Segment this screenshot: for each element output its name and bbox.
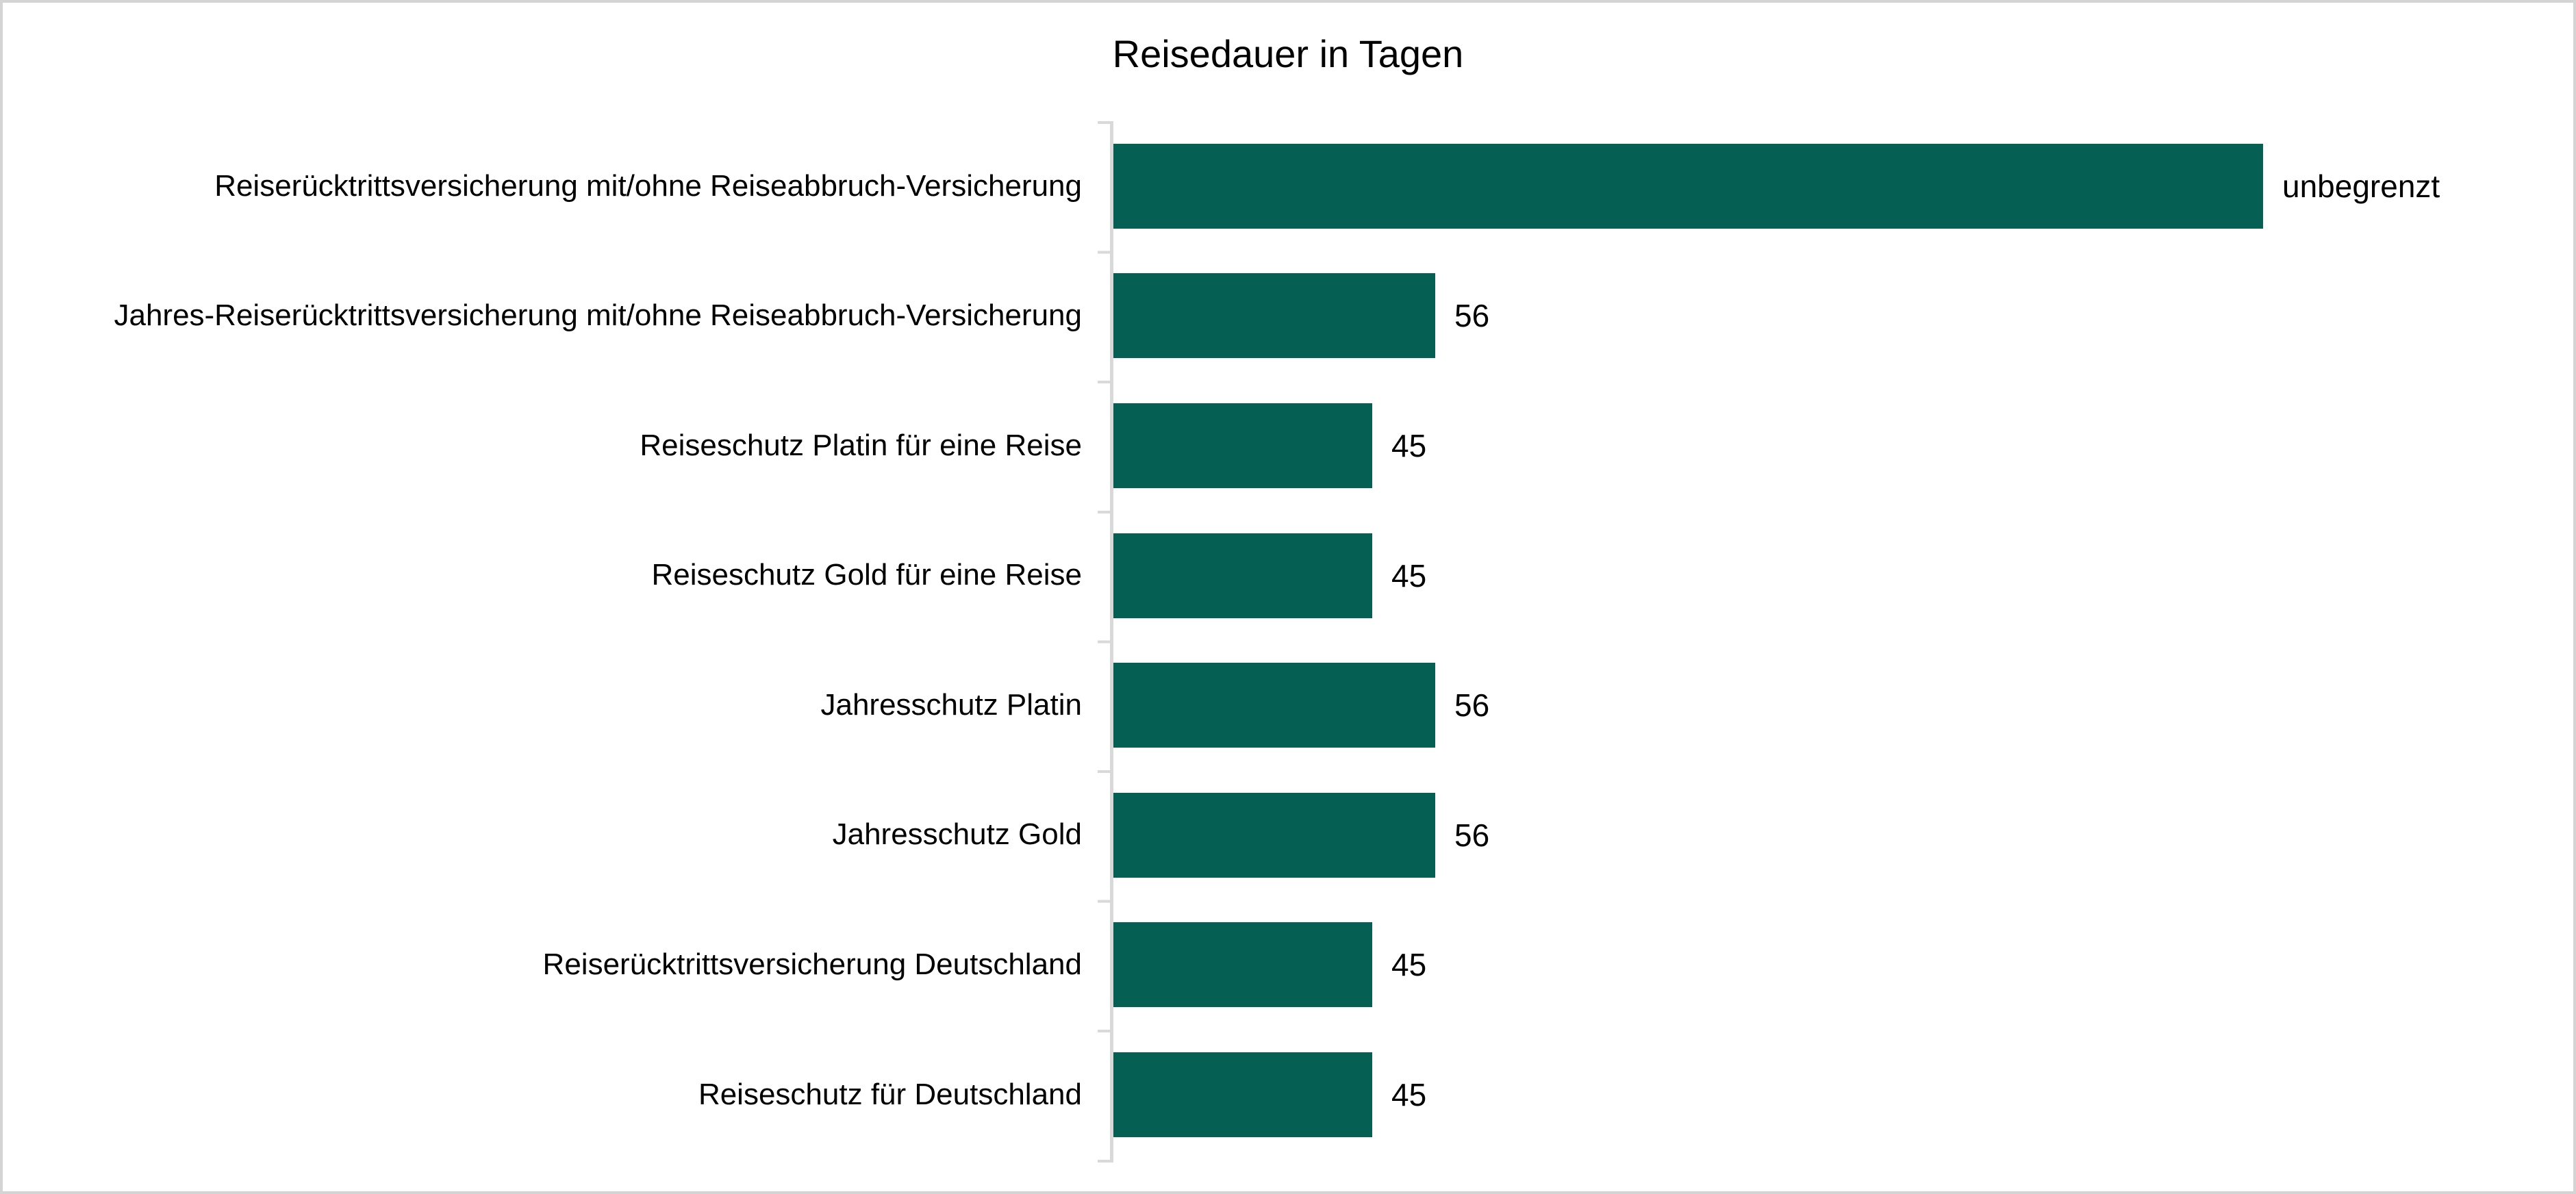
category-label: Jahresschutz Platin [820, 687, 1082, 722]
bar-row: Jahresschutz Gold 56 [3, 770, 2573, 900]
bar-row: Reiseschutz für Deutschland 45 [3, 1030, 2573, 1160]
bar-row: Reiserücktrittsversicherung mit/ohne Rei… [3, 121, 2573, 251]
value-label: 56 [1454, 298, 1490, 334]
bar [1113, 663, 1435, 748]
value-label: 45 [1391, 1076, 1427, 1113]
category-label: Reiserücktrittsversicherung mit/ohne Rei… [214, 168, 1082, 203]
value-label: 45 [1391, 557, 1427, 594]
bar-track: 56 [1113, 640, 2573, 770]
bar [1113, 792, 1435, 878]
bar-track: 45 [1113, 381, 2573, 511]
bar [1113, 922, 1372, 1008]
bar [1113, 533, 1372, 618]
bar-row: Reiseschutz Gold für eine Reise 45 [3, 511, 2573, 641]
bar [1113, 143, 2263, 229]
bar-row: Jahres-Reiserücktrittsversicherung mit/o… [3, 251, 2573, 381]
category-label: Reiseschutz Gold für eine Reise [651, 558, 1082, 592]
bar-row: Reiserücktrittsversicherung Deutschland … [3, 900, 2573, 1030]
bar-row: Jahresschutz Platin 56 [3, 640, 2573, 770]
chart-title: Reisedauer in Tagen [1112, 32, 1464, 75]
bar-track: 45 [1113, 511, 2573, 641]
y-axis-line [1110, 121, 1113, 1163]
value-label: 45 [1391, 947, 1427, 983]
category-label: Reiserücktrittsversicherung Deutschland [542, 948, 1082, 982]
plot-area: Reiserücktrittsversicherung mit/ohne Rei… [3, 121, 2573, 1163]
bar-track: unbegrenzt [1113, 121, 2573, 251]
bar-rows: Reiserücktrittsversicherung mit/ohne Rei… [3, 121, 2573, 1160]
category-label: Reiseschutz für Deutschland [698, 1077, 1082, 1111]
bar-track: 56 [1113, 251, 2573, 381]
bar [1113, 403, 1372, 488]
y-axis-ticks [1098, 121, 1110, 1163]
bar-row: Reiseschutz Platin für eine Reise 45 [3, 381, 2573, 511]
value-label: 56 [1454, 817, 1490, 853]
bar-track: 56 [1113, 770, 2573, 900]
category-label: Reiseschutz Platin für eine Reise [640, 428, 1082, 462]
category-label: Jahres-Reiserücktrittsversicherung mit/o… [114, 298, 1082, 333]
category-label: Jahresschutz Gold [832, 817, 1082, 852]
bar-track: 45 [1113, 1030, 2573, 1160]
bar [1113, 273, 1435, 359]
value-label: unbegrenzt [2282, 168, 2440, 204]
value-label: 45 [1391, 427, 1427, 463]
bar-track: 45 [1113, 900, 2573, 1030]
value-label: 56 [1454, 687, 1490, 724]
bar [1113, 1052, 1372, 1137]
